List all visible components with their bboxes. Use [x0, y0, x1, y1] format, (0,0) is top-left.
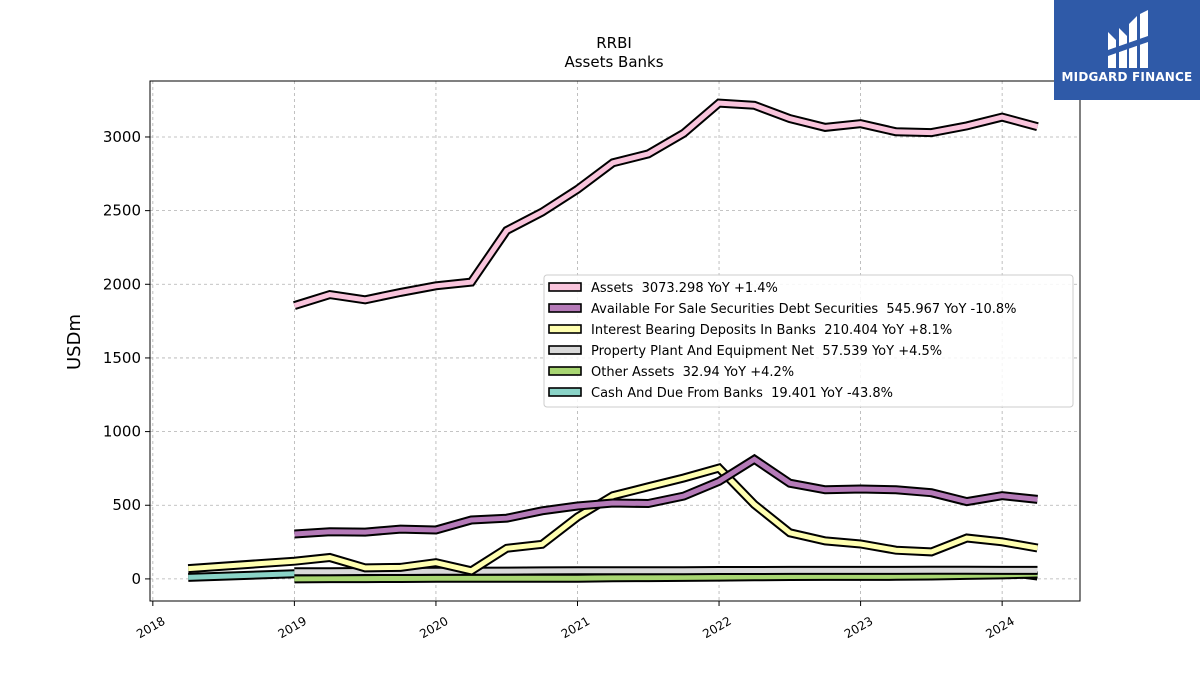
y-axis-label: USDm: [64, 314, 85, 370]
legend-box: [543, 274, 1074, 408]
x-tick-label: 2018: [134, 614, 167, 641]
series-line-outline: [187, 463, 1039, 576]
y-tick-label: 3000: [103, 128, 141, 146]
series-line: [294, 571, 1038, 582]
series-line-outline: [294, 453, 1038, 539]
legend-label: Available For Sale Securities Debt Secur…: [591, 302, 1017, 317]
legend-swatch: [548, 282, 582, 292]
x-tick-label: 2019: [276, 614, 309, 641]
x-tick-label: 2020: [417, 614, 450, 641]
y-tick-label: 1000: [103, 423, 141, 441]
y-tick-label: 500: [112, 496, 141, 514]
legend-swatch: [548, 345, 582, 355]
x-tick-label: 2022: [700, 614, 733, 641]
legend-label: Interest Bearing Deposits In Banks 210.4…: [591, 323, 952, 338]
midgard-logo-icon: [1108, 10, 1148, 68]
legend-label: Property Plant And Equipment Net 57.539 …: [591, 344, 942, 359]
y-tick-label: 1500: [103, 349, 141, 367]
plot-area-frame: [149, 80, 1081, 602]
legend-swatch: [548, 303, 582, 313]
x-tick-label: 2023: [842, 614, 875, 641]
legend-swatch: [548, 366, 582, 376]
x-tick-label: 2024: [983, 614, 1016, 641]
chart-subtitle: Assets Banks: [564, 53, 663, 71]
legend: Assets 3073.298 YoY +1.4% Available For S…: [543, 274, 1074, 408]
legend-label: Other Assets 32.94 YoY +4.2%: [591, 365, 794, 380]
legend-label: Cash And Due From Banks 19.401 YoY -43.8…: [591, 386, 893, 401]
series-line: [294, 567, 1038, 575]
series-layer: [187, 98, 1039, 584]
x-tick-label: 2021: [559, 614, 592, 641]
series-line: [294, 456, 1038, 537]
y-tick-label: 0: [131, 570, 141, 588]
logo-text: MIDGARD FINANCE: [1061, 70, 1193, 84]
legend-swatch: [548, 387, 582, 397]
legend-swatch: [548, 324, 582, 334]
series-line: [293, 100, 1039, 308]
brand-logo: MIDGARD FINANCE: [1054, 0, 1200, 100]
y-tick-label: 2500: [103, 202, 141, 220]
y-tick-label: 2000: [103, 275, 141, 293]
series-line: [188, 465, 1038, 574]
legend-label: Assets 3073.298 YoY +1.4%: [591, 281, 778, 296]
chart-title: RRBI: [596, 34, 632, 52]
